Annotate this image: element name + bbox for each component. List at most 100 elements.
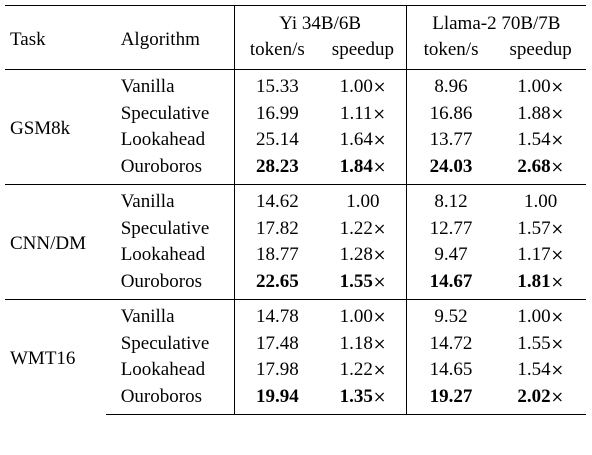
cell-value: 9.52	[434, 306, 468, 328]
yi-tokens-cell: 22.65	[233, 268, 321, 300]
cell-value: 8.12	[434, 191, 468, 213]
times-symbol: ×	[550, 245, 564, 265]
cell-value: 17.48	[255, 332, 299, 354]
llama-tokens-cell: 14.72	[405, 330, 496, 357]
llama-speedup-cell: 1.57×	[495, 216, 586, 243]
llama-speedup-cell: 2.68×	[495, 154, 586, 185]
llama-tokens-cell: 14.65	[405, 357, 496, 384]
cell-value: 25.14	[255, 129, 299, 151]
yi-speedup-cell: 1.11×	[320, 101, 406, 128]
cell-value: 17.82	[255, 217, 299, 239]
llama-tokens-cell: 13.77	[405, 127, 496, 154]
cell-value: 9.47	[434, 244, 468, 266]
times-symbol: ×	[550, 156, 564, 176]
yi-speedup-cell: 1.84×	[320, 154, 406, 185]
header-row-1: Task Algorithm Yi 34B/6B Llama-2 70B/7B	[5, 5, 586, 70]
header-row-2: token/s speedup token/s speedup	[5, 37, 586, 70]
table-row: Lookahead 25.14 1.64× 13.77 1.54 ×	[5, 127, 586, 154]
table-row: Lookahead 18.77 1.28× 9.47 1.17×	[5, 242, 586, 269]
header-yi-speedup: speedup	[331, 39, 395, 60]
algorithm-cell: Lookahead	[120, 244, 206, 266]
cell-value: 1.00	[524, 191, 558, 213]
times-symbol: ×	[372, 77, 387, 97]
cell-value: 1.11	[339, 102, 373, 124]
table-row: Speculative 16.99 1.11× 16.86 1.88×	[5, 100, 586, 128]
llama-tokens-cell: 19.27	[405, 383, 496, 415]
cell-value: 1.00	[517, 76, 551, 98]
cell-value: 24.03	[429, 155, 473, 177]
cell-value: 1.00	[346, 191, 380, 213]
yi-speedup-cell: 1.64×	[320, 127, 406, 154]
cell-value: 16.86	[429, 102, 473, 124]
times-symbol: ×	[372, 245, 387, 265]
cell-value: 1.55	[517, 332, 551, 354]
cell-value: 15.33	[255, 76, 299, 98]
times-symbol: ×	[372, 386, 387, 406]
times-symbol: ×	[372, 103, 386, 123]
llama-tokens-cell: 14.67	[405, 268, 496, 300]
header-llama-group: Llama-2 70B/7B	[405, 5, 586, 37]
table-row: Ouroboros 19.94 1.35× 19.27 2.02×	[5, 383, 586, 415]
cell-value: 1.28	[339, 244, 373, 266]
llama-speedup-cell: 1.00×	[495, 69, 586, 101]
times-symbol: ×	[550, 360, 564, 380]
task-cell: WMT16	[5, 299, 106, 415]
algorithm-cell: Vanilla	[105, 299, 235, 331]
times-symbol: ×	[372, 360, 387, 380]
yi-speedup-cell: 1.00×	[320, 69, 407, 101]
cell-value: 2.68	[517, 155, 551, 177]
table-row: Lookahead 17.98 1.22× 14.65 1.54×	[5, 357, 586, 384]
llama-speedup-cell: 1.88×	[495, 101, 586, 128]
llama-speedup-cell: 1.81×	[495, 269, 586, 300]
cell-value: 14.65	[429, 359, 473, 381]
cell-value: 1.54	[517, 129, 551, 151]
cell-value: 1.64	[339, 129, 373, 151]
yi-speedup-cell: 1.22×	[320, 357, 406, 384]
algorithm-cell: Lookahead	[120, 359, 206, 381]
algorithm-cell: Vanilla	[105, 69, 235, 101]
times-symbol: ×	[550, 77, 564, 97]
llama-tokens-cell: 9.52	[405, 299, 496, 331]
cell-value: 1.54	[517, 359, 551, 381]
cell-value: 14.67	[429, 270, 473, 292]
task-cell: GSM8k	[5, 69, 106, 185]
yi-tokens-cell: 15.33	[233, 69, 321, 101]
yi-tokens-cell: 16.99	[233, 100, 321, 127]
yi-tokens-cell: 17.98	[233, 357, 321, 384]
llama-speedup-cell: 1.55×	[495, 331, 586, 358]
cell-value: 8.96	[434, 76, 468, 98]
header-llama-speedup: speedup	[509, 39, 572, 60]
times-symbol: ×	[550, 271, 564, 291]
cell-value: 1.81	[517, 270, 551, 292]
results-table: Task Algorithm Yi 34B/6B Llama-2 70B/7B …	[5, 5, 586, 415]
llama-tokens-cell: 8.12	[405, 184, 496, 216]
cell-value: 19.94	[255, 385, 299, 407]
times-symbol: ×	[550, 307, 564, 327]
algorithm-cell: Ouroboros	[105, 383, 235, 415]
cell-value: 1.57	[517, 217, 551, 239]
times-symbol: ×	[550, 333, 564, 353]
cell-value: 1.00	[339, 76, 373, 98]
times-symbol: ×	[372, 333, 387, 353]
times-symbol: ×	[372, 130, 387, 150]
table-row: GSM8k Vanilla 15.33 1.00× 8.96 1.00×	[5, 69, 586, 185]
llama-tokens-cell: 8.96	[405, 69, 496, 101]
times-symbol: ×	[550, 386, 564, 406]
algorithm-cell: Speculative	[120, 217, 210, 239]
cell-value: 19.27	[429, 385, 473, 407]
cell-value: 12.77	[429, 217, 473, 239]
cell-value: 1.88	[517, 102, 551, 124]
yi-speedup-cell: 1.18×	[320, 331, 406, 358]
cell-value: 16.99	[255, 102, 299, 124]
cell-value: 17.98	[255, 359, 299, 381]
yi-tokens-cell: 17.48	[233, 330, 321, 357]
cell-value: 1.18	[339, 332, 373, 354]
llama-tokens-cell: 16.86	[405, 100, 496, 127]
algorithm-cell: Lookahead	[120, 129, 206, 151]
task-cell: CNN/DM	[5, 184, 106, 300]
llama-tokens-cell: 9.47	[405, 242, 496, 269]
times-symbol: ×	[372, 218, 387, 238]
header-llama-tokens: token/s	[405, 37, 496, 70]
yi-speedup-cell: 1.00×	[320, 299, 407, 331]
